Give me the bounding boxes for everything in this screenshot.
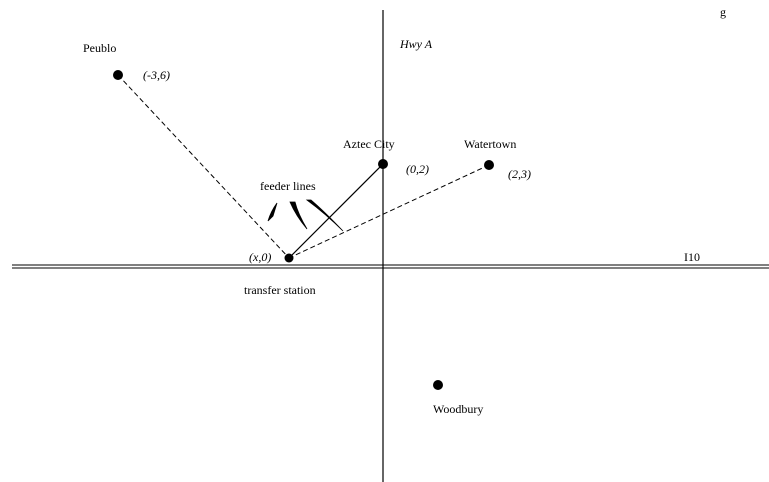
transfer-station-name: transfer station [244,283,316,297]
transfer-station-point [284,253,294,263]
aztec-city-point [378,159,388,169]
feeder-line-peublo [117,74,290,259]
feeder-arrow-left-icon [267,202,278,222]
woodbury-name: Woodbury [433,402,483,416]
watertown-coords: (2,3) [508,167,531,181]
watertown-name: Watertown [464,137,516,151]
aztec-city-name: Aztec City [343,137,395,151]
woodbury-point [433,380,443,390]
feeder-line-aztec [288,163,384,259]
header-fragment-text: g [720,5,726,19]
watertown-point [484,160,494,170]
peublo-name: Peublo [83,41,116,55]
hwy-a-label: Hwy A [399,37,433,51]
aztec-city-coords: (0,2) [406,162,429,176]
feeder-arrow-middle-icon [289,201,308,230]
feeder-line-watertown [288,164,490,259]
peublo-point [113,70,123,80]
feeder-arrow-right-icon [305,199,344,232]
transfer-station-coords: (x,0) [249,250,271,264]
i10-label: I10 [684,250,700,264]
peublo-coords: (-3,6) [143,68,170,82]
feeder-lines-label: feeder lines [260,179,316,193]
